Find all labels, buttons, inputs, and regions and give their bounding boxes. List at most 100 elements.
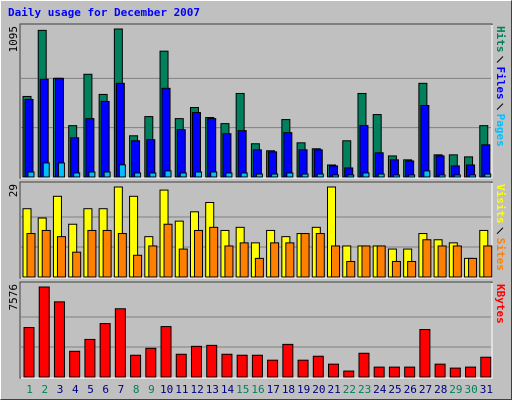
x-tick-label: 28 xyxy=(434,383,447,396)
x-tick-label: 26 xyxy=(404,383,417,396)
bar xyxy=(84,338,96,378)
x-tick-label: 3 xyxy=(57,383,64,396)
bar xyxy=(252,149,262,178)
bar xyxy=(255,173,263,178)
x-tick-label: 6 xyxy=(102,383,109,396)
bar xyxy=(175,353,187,378)
bar xyxy=(225,172,233,178)
x-tick-label: 19 xyxy=(297,383,310,396)
bar xyxy=(85,118,95,178)
x-tick-label: 23 xyxy=(358,383,371,396)
bar xyxy=(87,229,97,278)
bar xyxy=(343,370,355,378)
bar xyxy=(239,242,249,278)
bar xyxy=(270,242,280,278)
bar xyxy=(331,245,341,278)
bar xyxy=(328,363,340,378)
bar xyxy=(118,164,126,178)
bar xyxy=(179,172,187,178)
bar xyxy=(376,245,386,278)
bar xyxy=(404,366,416,378)
x-tick-label: 20 xyxy=(312,383,325,396)
bar xyxy=(209,226,219,278)
bar xyxy=(24,98,34,178)
bar xyxy=(73,172,81,178)
bar xyxy=(102,229,112,278)
bar xyxy=(438,174,446,178)
bar xyxy=(251,354,263,378)
x-tick-label: 7 xyxy=(118,383,125,396)
bar xyxy=(117,233,127,278)
plot-bevel xyxy=(21,283,493,379)
x-tick-label: 11 xyxy=(175,383,188,396)
bar xyxy=(57,162,65,178)
bar xyxy=(435,155,445,178)
bar xyxy=(452,245,462,278)
bar xyxy=(130,354,142,378)
bar xyxy=(423,170,431,178)
bar xyxy=(191,112,201,178)
x-tick-label: 16 xyxy=(251,383,264,396)
x-tick-label: 8 xyxy=(133,383,140,396)
bar xyxy=(312,355,324,378)
bar xyxy=(176,129,186,178)
plot-bevel xyxy=(21,25,493,179)
bar xyxy=(190,345,202,378)
x-tick-label: 27 xyxy=(419,383,432,396)
bar xyxy=(254,257,264,278)
x-tick-label: 10 xyxy=(160,383,173,396)
bar xyxy=(56,236,66,278)
bar xyxy=(377,173,385,178)
legend-separator xyxy=(496,227,504,235)
bar xyxy=(437,245,447,278)
bar xyxy=(236,354,248,378)
x-tick-label: 29 xyxy=(449,383,462,396)
bar xyxy=(420,105,430,178)
bar xyxy=(285,242,295,278)
bar xyxy=(114,308,126,378)
bar xyxy=(361,245,371,278)
bar xyxy=(316,173,324,178)
bar xyxy=(347,174,355,178)
bar xyxy=(222,133,232,178)
bar xyxy=(88,171,96,178)
bar xyxy=(422,239,432,278)
bar xyxy=(72,251,82,278)
bar xyxy=(41,229,51,278)
bar xyxy=(53,301,65,378)
bar xyxy=(42,162,50,178)
bar xyxy=(484,173,492,178)
bar xyxy=(469,174,477,178)
x-tick-label: 4 xyxy=(72,383,79,396)
bar xyxy=(374,152,384,178)
legend-label: Hits xyxy=(494,26,507,53)
bar xyxy=(419,329,431,378)
bar xyxy=(115,82,125,178)
bar xyxy=(315,233,325,278)
legend-label: KBytes xyxy=(494,284,507,324)
bar xyxy=(240,172,248,178)
bar xyxy=(26,233,36,278)
bar xyxy=(358,352,370,378)
bar xyxy=(332,174,340,178)
bar xyxy=(237,130,247,178)
y-max-label: 7576 xyxy=(7,284,20,311)
x-tick-label: 17 xyxy=(267,383,280,396)
x-tick-label: 15 xyxy=(236,383,249,396)
bar xyxy=(160,326,172,378)
chart-title: Daily usage for December 2007 xyxy=(8,6,200,19)
x-tick-label: 22 xyxy=(343,383,356,396)
bar xyxy=(100,100,110,178)
bar xyxy=(268,151,278,178)
bar xyxy=(271,173,279,178)
bar xyxy=(362,172,370,178)
bar xyxy=(480,356,492,378)
bar xyxy=(145,347,157,378)
bar xyxy=(267,359,279,378)
bar xyxy=(178,248,188,278)
x-tick-label: 21 xyxy=(328,383,341,396)
bar xyxy=(131,140,141,178)
bar xyxy=(70,137,80,178)
legend-separator xyxy=(496,103,504,110)
